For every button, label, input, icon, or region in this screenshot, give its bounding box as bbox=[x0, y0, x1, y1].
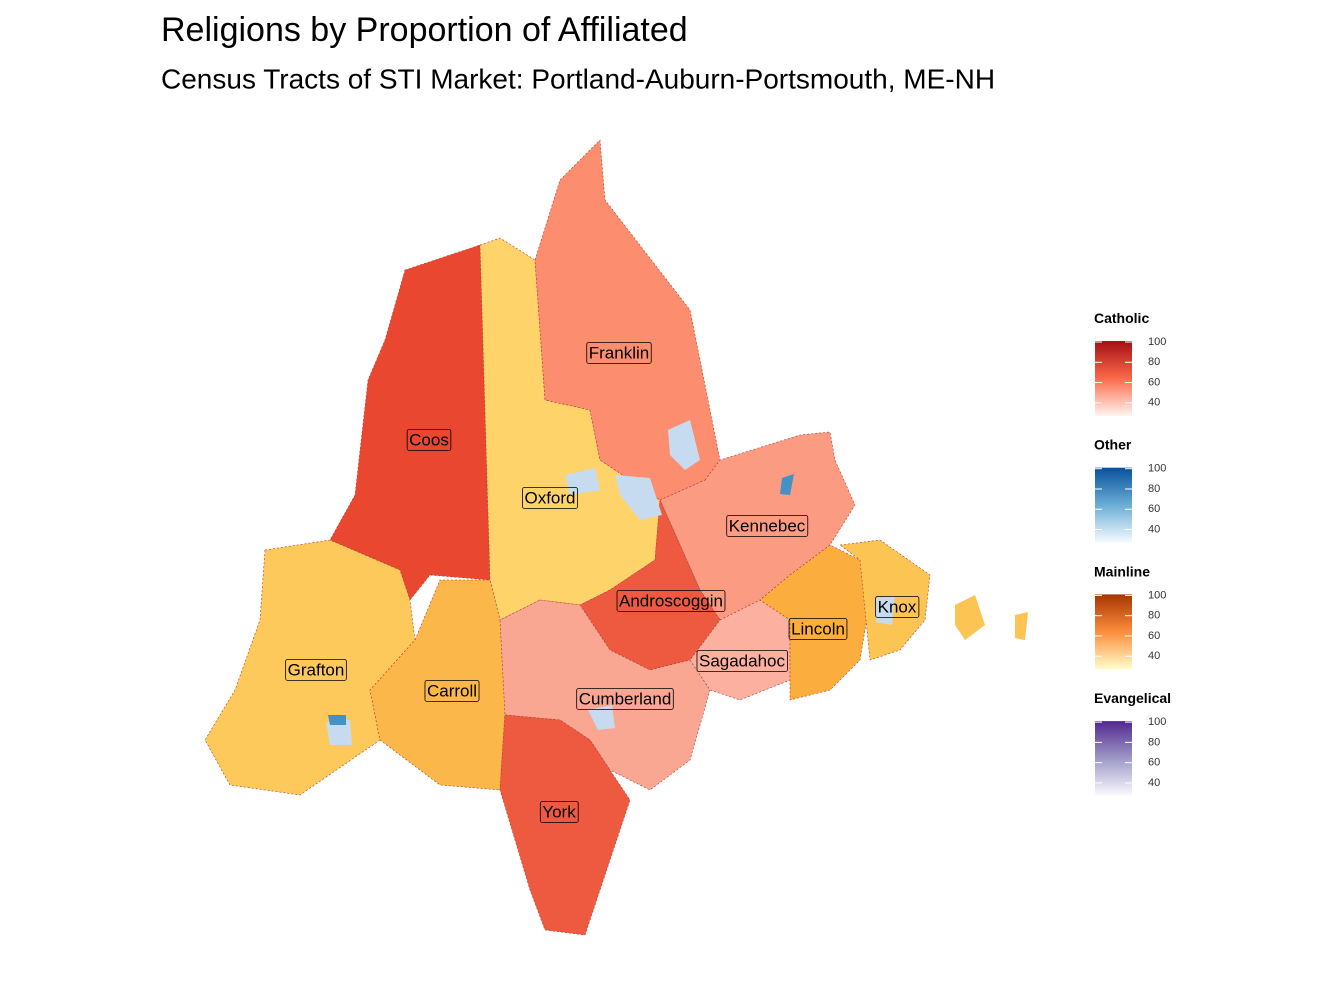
legend-colorbar bbox=[1095, 341, 1132, 416]
county-label: Franklin bbox=[589, 343, 649, 362]
county-label-box bbox=[424, 680, 480, 702]
county-shape bbox=[369, 579, 506, 791]
county-label: Sagadahoc bbox=[699, 651, 786, 670]
county-label: Carroll bbox=[427, 681, 477, 700]
subtitle: Census Tracts of STI Market: Portland-Au… bbox=[161, 63, 995, 94]
county-label: Grafton bbox=[288, 660, 345, 679]
tract-patch bbox=[668, 420, 700, 470]
tract-patch bbox=[326, 720, 352, 745]
legend-tick-label: 40 bbox=[1148, 523, 1160, 535]
county-label-box bbox=[539, 801, 579, 823]
tract-patch bbox=[955, 595, 985, 640]
county-shape bbox=[759, 544, 871, 701]
county-label: Lincoln bbox=[791, 619, 845, 638]
county-label-box bbox=[696, 650, 788, 672]
county-label-box bbox=[586, 342, 652, 364]
legends: Catholic 40 60 80 100 Other 40 60 80 100 Mainline 4… bbox=[1094, 310, 1171, 797]
county-label: Knox bbox=[878, 597, 917, 616]
county-shape bbox=[499, 714, 631, 936]
legend-tick-label: 40 bbox=[1148, 650, 1160, 662]
title: Religions by Proportion of Affiliated bbox=[161, 11, 688, 49]
tract-patch bbox=[588, 705, 615, 730]
legend-tick-label: 100 bbox=[1148, 716, 1166, 728]
legend-tick-label: 60 bbox=[1148, 630, 1160, 642]
county-label: Cumberland bbox=[579, 689, 672, 708]
tract-patch bbox=[780, 474, 794, 495]
legend-colorbar bbox=[1095, 467, 1132, 543]
county-label-box bbox=[285, 659, 347, 681]
county-label: Androscoggin bbox=[619, 591, 723, 610]
legend-tick-label: 80 bbox=[1148, 736, 1160, 748]
legend-tick-label: 100 bbox=[1148, 336, 1166, 348]
tract-patch bbox=[328, 715, 346, 725]
tract-patch bbox=[1015, 612, 1028, 640]
county-label: Coos bbox=[409, 430, 449, 449]
county-label-box bbox=[788, 618, 848, 640]
legend-colorbar bbox=[1095, 594, 1132, 670]
county-label-box bbox=[576, 688, 674, 710]
county-label-box bbox=[726, 515, 809, 537]
legend-title: Mainline bbox=[1094, 563, 1150, 579]
county-label: Kennebec bbox=[729, 516, 806, 535]
county-label: York bbox=[542, 802, 576, 821]
tract-patch bbox=[615, 475, 662, 520]
legend-tick-label: 80 bbox=[1148, 356, 1160, 368]
legend-tick-label: 100 bbox=[1148, 589, 1166, 601]
county-labels: Franklin Coos Oxford Kennebec Androscoggin Kn… bbox=[285, 342, 920, 823]
legend-tick-label: 80 bbox=[1148, 610, 1160, 622]
legend-tick-label: 60 bbox=[1148, 503, 1160, 515]
legend-title: Other bbox=[1094, 437, 1132, 453]
legend-tick-label: 60 bbox=[1148, 376, 1160, 388]
legend-colorbar bbox=[1095, 721, 1132, 797]
legend-title: Catholic bbox=[1094, 310, 1149, 326]
legend-tick-label: 40 bbox=[1148, 397, 1160, 409]
county-label: Oxford bbox=[524, 488, 575, 507]
legend-tick-label: 40 bbox=[1148, 777, 1160, 789]
county-shape bbox=[689, 599, 791, 701]
county-shape bbox=[329, 244, 491, 601]
legend-tick-label: 80 bbox=[1148, 483, 1160, 495]
county-label-box bbox=[875, 596, 920, 618]
legend-title: Evangelical bbox=[1094, 690, 1171, 706]
county-label-box bbox=[522, 487, 578, 509]
legend-tick-label: 60 bbox=[1148, 757, 1160, 769]
county-label-box bbox=[616, 590, 726, 612]
counties bbox=[204, 139, 1028, 936]
tract-patch bbox=[565, 468, 600, 495]
legend-tick-label: 100 bbox=[1148, 463, 1166, 475]
county-label-box bbox=[406, 429, 452, 451]
county-shape bbox=[499, 599, 711, 791]
